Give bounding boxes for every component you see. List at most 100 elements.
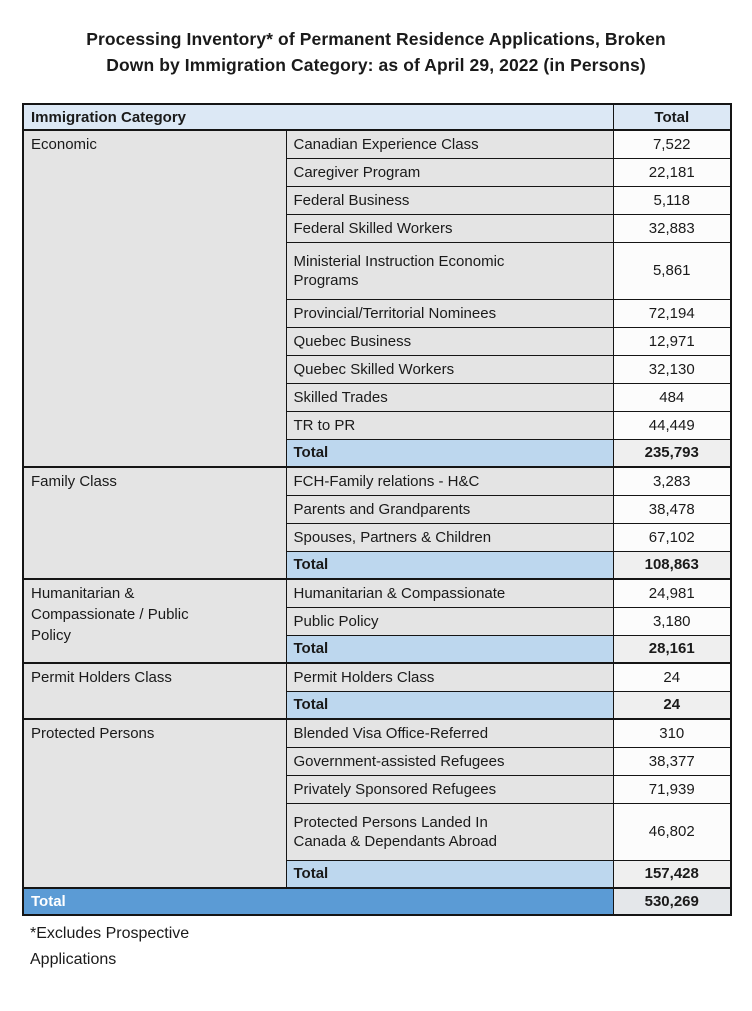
value-cell: 24,981 bbox=[612, 578, 732, 608]
subcategory-cell: Government-assisted Refugees bbox=[285, 746, 614, 776]
subtotal-row-economic: Total 235,793 bbox=[23, 438, 732, 468]
category-cell-permit-holders: Permit Holders Class bbox=[22, 662, 287, 720]
subcategory-cell: Federal Skilled Workers bbox=[285, 213, 614, 243]
category-label: Protected Persons bbox=[31, 725, 155, 742]
subcategory-label: Federal Skilled Workers bbox=[293, 219, 453, 237]
table-row: TR to PR 44,449 bbox=[23, 410, 732, 440]
subcategory-label: Privately Sponsored Refugees bbox=[293, 780, 497, 798]
subcategory-label: Federal Business bbox=[293, 191, 410, 209]
subcategory-label: Protected Persons Landed In Canada & Dep… bbox=[293, 813, 498, 850]
value-cell: 38,377 bbox=[612, 746, 732, 776]
subcategory-label: Skilled Trades bbox=[293, 388, 388, 406]
subcategory-cell: Canadian Experience Class bbox=[285, 129, 614, 159]
category-cell-economic: Economic bbox=[22, 129, 287, 468]
subcategory-cell: Quebec Skilled Workers bbox=[285, 354, 614, 384]
subcategory-cell: Humanitarian & Compassionate bbox=[285, 578, 614, 608]
page-title: Processing Inventory* of Permanent Resid… bbox=[0, 26, 752, 78]
subcategory-cell: Permit Holders Class bbox=[285, 662, 614, 692]
table-row: Ministerial Instruction Economic Program… bbox=[23, 241, 732, 300]
value-cell: 22,181 bbox=[612, 157, 732, 187]
subcategory-cell: FCH-Family relations - H&C bbox=[285, 466, 614, 496]
subcategory-label: Provincial/Territorial Nominees bbox=[293, 304, 497, 322]
subcategory-cell: Blended Visa Office-Referred bbox=[285, 718, 614, 748]
subcategory-cell: Spouses, Partners & Children bbox=[285, 522, 614, 552]
category-label: Permit Holders Class bbox=[31, 669, 172, 686]
subcategory-cell: Ministerial Instruction Economic Program… bbox=[285, 241, 614, 300]
value-cell: 32,883 bbox=[612, 213, 732, 243]
subcategory-label: Quebec Skilled Workers bbox=[293, 360, 455, 378]
page: Processing Inventory* of Permanent Resid… bbox=[0, 26, 752, 973]
subcategory-cell: Parents and Grandparents bbox=[285, 494, 614, 524]
value-cell: 7,522 bbox=[612, 129, 732, 159]
table-row: Provincial/Territorial Nominees 72,194 bbox=[23, 298, 732, 328]
subcategory-label: Quebec Business bbox=[293, 332, 412, 350]
column-header-immigration-category: Immigration Category bbox=[22, 103, 614, 131]
subcategory-cell: TR to PR bbox=[285, 410, 614, 440]
subcategory-cell: Public Policy bbox=[285, 606, 614, 636]
table-row: Public Policy 3,180 bbox=[23, 606, 732, 636]
subtotal-row-humanitarian: Total 28,161 bbox=[23, 634, 732, 664]
subtotal-value-cell: 235,793 bbox=[612, 438, 732, 468]
value-cell: 310 bbox=[612, 718, 732, 748]
table-row: Spouses, Partners & Children 67,102 bbox=[23, 522, 732, 552]
value-cell: 3,180 bbox=[612, 606, 732, 636]
category-label: Family Class bbox=[31, 473, 117, 490]
value-cell: 32,130 bbox=[612, 354, 732, 384]
table-row: Permit Holders Class Permit Holders Clas… bbox=[22, 662, 732, 720]
value-cell: 38,478 bbox=[612, 494, 732, 524]
subtotal-label-cell: Total bbox=[285, 690, 614, 720]
table-row: Protected Persons Landed In Canada & Dep… bbox=[23, 802, 732, 861]
subcategory-cell: Skilled Trades bbox=[285, 382, 614, 412]
value-cell: 3,283 bbox=[612, 466, 732, 496]
subtotal-label-cell: Total bbox=[285, 438, 614, 468]
subcategory-cell: Privately Sponsored Refugees bbox=[285, 774, 614, 804]
grand-total-value-cell: 530,269 bbox=[612, 887, 732, 916]
subcategory-label: Caregiver Program bbox=[293, 163, 421, 181]
table-row: Quebec Skilled Workers 32,130 bbox=[23, 354, 732, 384]
category-cell-humanitarian: Humanitarian & Compassionate / Public Po… bbox=[22, 578, 287, 664]
table-row: Caregiver Program 22,181 bbox=[23, 157, 732, 187]
subtotal-label-cell: Total bbox=[285, 634, 614, 664]
subtotal-value-cell: 108,863 bbox=[612, 550, 732, 580]
value-cell: 5,118 bbox=[612, 185, 732, 215]
subcategory-cell: Protected Persons Landed In Canada & Dep… bbox=[285, 802, 614, 861]
category-cell-family-class: Family Class bbox=[22, 466, 287, 580]
subcategory-label: Ministerial Instruction Economic Program… bbox=[293, 252, 505, 289]
subcategory-label: Blended Visa Office-Referred bbox=[293, 724, 489, 742]
subtotal-label-cell: Total bbox=[285, 550, 614, 580]
subcategory-label: Government-assisted Refugees bbox=[293, 752, 505, 770]
table-row: Family Class FCH-Family relations - H&C … bbox=[22, 466, 732, 580]
subcategory-label: FCH-Family relations - H&C bbox=[293, 472, 480, 490]
table-row: Government-assisted Refugees 38,377 bbox=[23, 746, 732, 776]
header-row: Immigration Category Total bbox=[22, 103, 732, 131]
value-cell: 44,449 bbox=[612, 410, 732, 440]
subtotal-row-permit-holders: Total 24 bbox=[23, 690, 732, 720]
subcategory-label: TR to PR bbox=[293, 416, 356, 434]
processing-inventory-table: Immigration Category Total Economic Cana… bbox=[22, 103, 732, 916]
value-cell: 484 bbox=[612, 382, 732, 412]
value-cell: 5,861 bbox=[612, 241, 732, 300]
subtotal-value-cell: 28,161 bbox=[612, 634, 732, 664]
subcategory-cell: Provincial/Territorial Nominees bbox=[285, 298, 614, 328]
subcategory-cell: Quebec Business bbox=[285, 326, 614, 356]
footnote: *Excludes Prospective Applications bbox=[30, 925, 190, 968]
column-header-total: Total bbox=[612, 103, 732, 131]
subcategory-label: Humanitarian & Compassionate bbox=[293, 584, 506, 602]
table-row: Quebec Business 12,971 bbox=[23, 326, 732, 356]
value-cell: 67,102 bbox=[612, 522, 732, 552]
value-cell: 46,802 bbox=[612, 802, 732, 861]
subcategory-label: Spouses, Partners & Children bbox=[293, 528, 492, 546]
grand-total-label-cell: Total bbox=[22, 887, 614, 916]
subtotal-value-cell: 157,428 bbox=[612, 859, 732, 889]
value-cell: 71,939 bbox=[612, 774, 732, 804]
table-row: Parents and Grandparents 38,478 bbox=[23, 494, 732, 524]
grand-total-row: Total 530,269 bbox=[22, 887, 732, 916]
category-label: Economic bbox=[31, 136, 97, 153]
category-cell-protected-persons: Protected Persons bbox=[22, 718, 287, 889]
subcategory-label: Parents and Grandparents bbox=[293, 500, 471, 518]
subcategory-label: Canadian Experience Class bbox=[293, 135, 479, 153]
category-label: Humanitarian & Compassionate / Public Po… bbox=[31, 585, 189, 644]
subtotal-label-cell: Total bbox=[285, 859, 614, 889]
table-row: Protected Persons Blended Visa Office-Re… bbox=[22, 718, 732, 889]
table-row: Federal Skilled Workers 32,883 bbox=[23, 213, 732, 243]
